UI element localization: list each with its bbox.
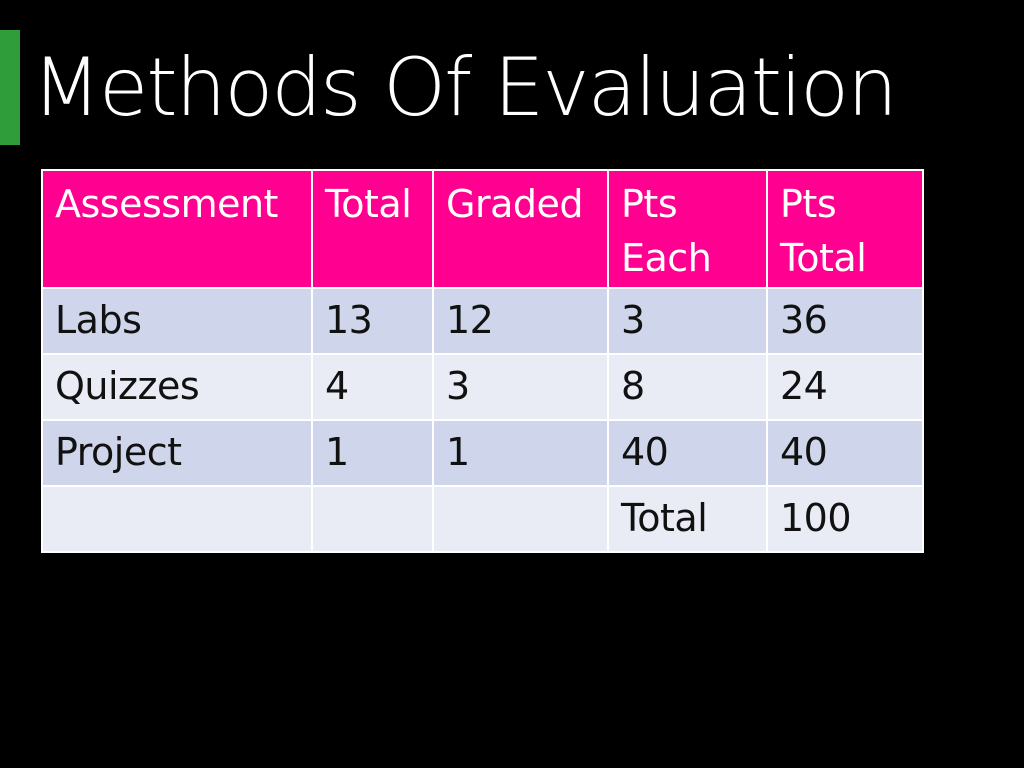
title-accent-bar xyxy=(0,30,20,145)
cell-total-label: Total xyxy=(607,485,768,553)
cell-assessment xyxy=(41,485,313,553)
cell-total: 4 xyxy=(311,353,434,421)
slide-title: Methods Of Evaluation xyxy=(32,41,898,134)
evaluation-table: Assessment Total Graded Pts Each Pts Tot… xyxy=(41,169,924,553)
cell-pts-total: 40 xyxy=(766,419,924,487)
cell-pts-each: 8 xyxy=(607,353,768,421)
cell-grand-total: 100 xyxy=(766,485,924,553)
header-graded: Graded xyxy=(432,169,609,289)
table-row-summary: Total 100 xyxy=(41,485,924,553)
header-pts-total: Pts Total xyxy=(766,169,924,289)
cell-pts-each: 3 xyxy=(607,287,768,355)
header-pts-each: Pts Each xyxy=(607,169,768,289)
header-total: Total xyxy=(311,169,434,289)
cell-graded: 12 xyxy=(432,287,609,355)
table-row: Labs 13 12 3 36 xyxy=(41,287,924,355)
cell-total xyxy=(311,485,434,553)
header-assessment: Assessment xyxy=(41,169,313,289)
table-row: Quizzes 4 3 8 24 xyxy=(41,353,924,421)
cell-graded xyxy=(432,485,609,553)
cell-total: 1 xyxy=(311,419,434,487)
cell-graded: 3 xyxy=(432,353,609,421)
table-row: Project 1 1 40 40 xyxy=(41,419,924,487)
cell-assessment: Project xyxy=(41,419,313,487)
cell-pts-total: 36 xyxy=(766,287,924,355)
cell-assessment: Labs xyxy=(41,287,313,355)
cell-graded: 1 xyxy=(432,419,609,487)
table-header-row: Assessment Total Graded Pts Each Pts Tot… xyxy=(41,169,924,289)
cell-pts-each: 40 xyxy=(607,419,768,487)
cell-assessment: Quizzes xyxy=(41,353,313,421)
cell-total: 13 xyxy=(311,287,434,355)
cell-pts-total: 24 xyxy=(766,353,924,421)
